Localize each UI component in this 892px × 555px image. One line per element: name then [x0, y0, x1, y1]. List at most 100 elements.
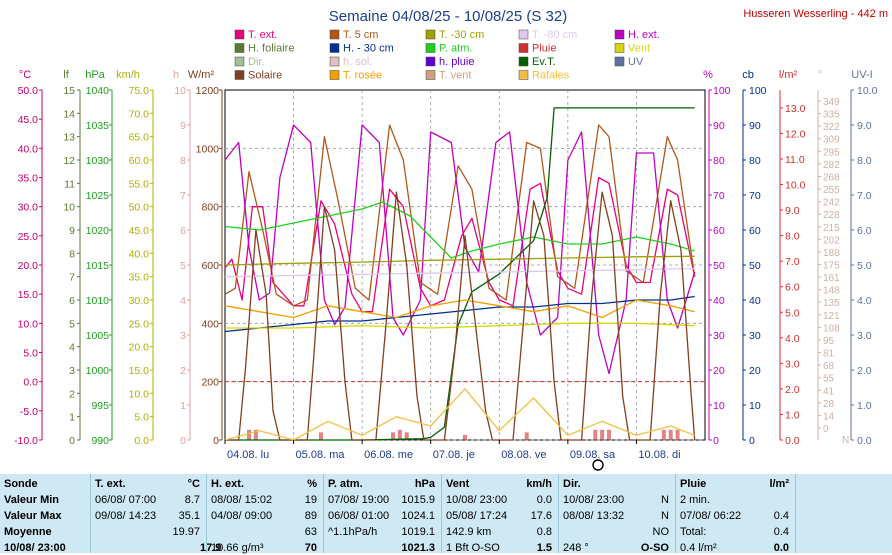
axis-tick-label: 50 — [713, 260, 725, 272]
axis-tick-label: 5.0 — [785, 307, 800, 319]
legend-label: H. foliaire — [248, 43, 294, 55]
axis-tick-label: 175 — [823, 261, 840, 272]
axis-tick-label: 12 — [63, 155, 75, 167]
axis-tick-label: 0 — [823, 424, 829, 435]
legend-swatch — [614, 43, 625, 53]
stats-label-sonde: Sonde — [4, 477, 84, 491]
legend-swatch — [425, 70, 436, 80]
x-tick-label: 08.08. ve — [501, 449, 546, 461]
stats-col-rain: Pluie l/m² 2 min. 07/08/ 06:22 0.4 Total: 0… — [675, 474, 795, 554]
axis-tick-label: 0 — [713, 435, 719, 447]
axis-tick-label: 60 — [749, 225, 761, 237]
stats-col-direction: Dir. 10/08/ 23:00 N 08/08/ 13:32 N NO 248 … — [558, 474, 675, 554]
current-detail: 10.66 g/m³ — [211, 542, 264, 554]
axis-tick-label: 990 — [91, 435, 109, 447]
legend-swatch — [234, 29, 245, 40]
axis-tick-label: 0 — [213, 435, 219, 447]
legend-label: UV — [628, 56, 644, 68]
rain-bar — [600, 429, 605, 440]
axis-tick-label: 10.0 — [18, 318, 39, 330]
axis-tick-label: 2.0 — [785, 384, 800, 396]
axis-tick-label: 7 — [180, 190, 186, 202]
axis-tick-label: 10 — [713, 400, 725, 412]
x-tick-label: 05.08. ma — [296, 449, 346, 461]
axis-tick-label: 8.0 — [857, 155, 872, 167]
axis-tick-label: 35.0 — [129, 272, 150, 284]
total-value: 0.4 — [773, 526, 789, 538]
axis-unit-temp: °C — [19, 69, 31, 81]
col-unit: hPa — [414, 478, 435, 490]
axis-tick-label: 7 — [69, 272, 75, 284]
legend-swatch — [614, 29, 625, 40]
axis-unit-cb: cb — [742, 69, 754, 81]
current-detail: 248 ° — [563, 542, 589, 554]
axis-tick-label: 30.0 — [129, 295, 150, 307]
axis-tick-label: 12.0 — [785, 128, 806, 140]
axis-tick-label: 55 — [823, 374, 835, 385]
axis-tick-label: 10 — [749, 400, 761, 412]
avg-value: 1019.1 — [401, 526, 435, 538]
max-time: 05/08/ 17:24 — [446, 510, 508, 522]
stats-col-labels: Sonde Valeur Min Valeur Max Moyenne 10/0… — [0, 474, 90, 554]
axis-tick-label: 40.0 — [18, 143, 39, 155]
series-line — [224, 176, 696, 313]
current-detail: 1 Bft O-SO — [446, 542, 500, 554]
min-time: 07/08/ 19:00 — [328, 494, 390, 506]
series-line — [224, 124, 696, 307]
rain-bar — [668, 429, 673, 440]
axis-tick-label: 14 — [823, 411, 835, 422]
axis-letter-n: N — [842, 435, 849, 446]
min-value: N — [661, 494, 669, 506]
max-value: N — [661, 510, 669, 522]
axis-tick-label: 25.0 — [129, 318, 150, 330]
axis-tick-label: 1000 — [86, 365, 110, 377]
axis-tick-label: 5 — [180, 260, 186, 272]
min-value: 8.7 — [184, 494, 200, 506]
axis-tick-label: 80 — [749, 155, 761, 167]
axis-tick-label: 322 — [823, 122, 840, 133]
axis-tick-label: 81 — [823, 349, 835, 360]
legend-swatch — [425, 56, 436, 67]
legend-label: h. sol. — [343, 56, 372, 68]
legend-label: P. atm. — [439, 43, 472, 55]
max-value: 1024.1 — [401, 510, 435, 522]
legend-label: T. -30 cm — [439, 29, 484, 41]
col-unit: l/m² — [769, 478, 789, 490]
label-text: Valeur Max — [4, 510, 62, 522]
axis-unit-h: h — [173, 69, 179, 81]
axis-tick-label: 188 — [823, 248, 840, 259]
axis-tick-label: 1030 — [86, 155, 110, 167]
x-tick-label: 09.08. sa — [570, 449, 616, 461]
axis-tick-label: 242 — [823, 198, 840, 209]
rain-bar — [607, 429, 611, 440]
axis-tick-label: 50.0 — [129, 202, 150, 214]
series-line — [224, 299, 695, 319]
rain-bar — [593, 429, 598, 440]
axis-unit-kmh: km/h — [116, 69, 140, 81]
series-line — [224, 267, 695, 278]
station-name: Husseren Wesserling - 442 m — [743, 8, 888, 20]
axis-tick-label: -10.0 — [14, 435, 38, 447]
axis-unit-lm2: l/m² — [779, 69, 798, 81]
axis-tick-label: 0.0 — [134, 435, 149, 447]
axis-tick-label: 20.0 — [129, 342, 150, 354]
axis-tick-label: 0 — [749, 435, 755, 447]
axis-tick-label: 70 — [749, 190, 761, 202]
axis-tick-label: 1.0 — [857, 400, 872, 412]
trend-detail: ^1.1hPa/h — [328, 526, 378, 538]
axis-tick-label: 3 — [180, 330, 186, 342]
stats-col-empty — [795, 474, 892, 553]
legend-label: T. ext. — [248, 29, 277, 41]
min-time: 10/08/ 23:00 — [446, 494, 508, 506]
stats-table: Sonde Valeur Min Valeur Max Moyenne 10/0… — [0, 474, 892, 554]
legend-swatch — [425, 43, 436, 53]
axis-tick-label: 10.0 — [857, 85, 878, 97]
series-line — [224, 124, 696, 375]
legend-swatch — [234, 56, 245, 67]
max-time: 08/08/ 13:32 — [563, 510, 625, 522]
max-value: 35.1 — [178, 510, 200, 522]
axis-tick-label: 10.0 — [785, 180, 806, 192]
weather-chart-svg: Semaine 04/08/25 - 10/08/25 (S 32) Husse… — [14, 8, 888, 471]
current-value: 0.0 — [773, 542, 789, 554]
cursor-marker-icon — [592, 459, 604, 471]
